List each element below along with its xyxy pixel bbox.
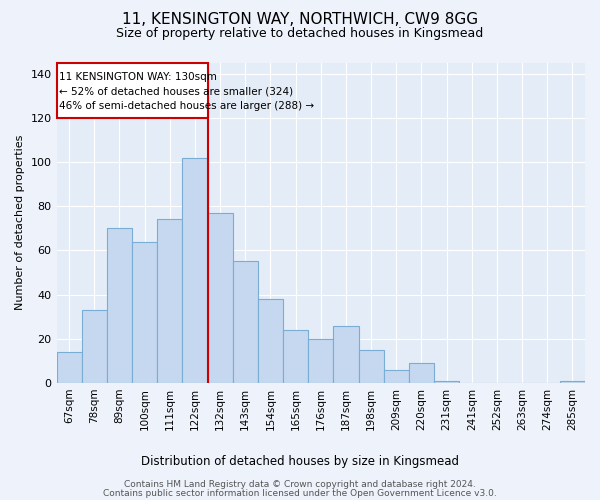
Bar bbox=[82, 310, 107, 383]
FancyBboxPatch shape bbox=[56, 62, 208, 118]
Bar bbox=[107, 228, 132, 383]
Text: 46% of semi-detached houses are larger (288) →: 46% of semi-detached houses are larger (… bbox=[59, 100, 314, 110]
Bar bbox=[157, 220, 182, 383]
Bar bbox=[208, 213, 233, 383]
Text: Distribution of detached houses by size in Kingsmead: Distribution of detached houses by size … bbox=[141, 455, 459, 468]
Bar bbox=[409, 363, 434, 383]
Text: Contains public sector information licensed under the Open Government Licence v3: Contains public sector information licen… bbox=[103, 489, 497, 498]
Bar bbox=[283, 330, 308, 383]
Bar bbox=[258, 299, 283, 383]
Bar bbox=[383, 370, 409, 383]
Bar bbox=[308, 339, 334, 383]
Text: ← 52% of detached houses are smaller (324): ← 52% of detached houses are smaller (32… bbox=[59, 86, 293, 96]
Bar bbox=[182, 158, 208, 383]
Text: 11 KENSINGTON WAY: 130sqm: 11 KENSINGTON WAY: 130sqm bbox=[59, 72, 217, 82]
Bar bbox=[132, 242, 157, 383]
Bar bbox=[434, 381, 459, 383]
Bar bbox=[560, 381, 585, 383]
Text: Contains HM Land Registry data © Crown copyright and database right 2024.: Contains HM Land Registry data © Crown c… bbox=[124, 480, 476, 489]
Bar bbox=[56, 352, 82, 383]
Text: Size of property relative to detached houses in Kingsmead: Size of property relative to detached ho… bbox=[116, 28, 484, 40]
Y-axis label: Number of detached properties: Number of detached properties bbox=[15, 135, 25, 310]
Bar bbox=[359, 350, 383, 383]
Bar bbox=[334, 326, 359, 383]
Text: 11, KENSINGTON WAY, NORTHWICH, CW9 8GG: 11, KENSINGTON WAY, NORTHWICH, CW9 8GG bbox=[122, 12, 478, 28]
Bar bbox=[233, 262, 258, 383]
